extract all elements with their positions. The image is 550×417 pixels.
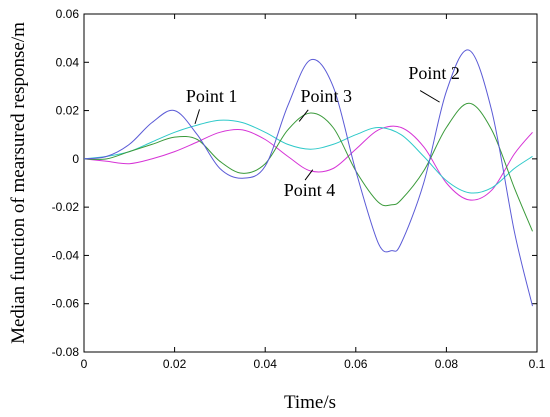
annotation-layer: Point 1 Point 2 Point 3 Point 4 (186, 63, 460, 200)
x-axis: 0 0.02 0.04 0.06 0.08 0.1 (81, 14, 546, 371)
annotation-label: Point 3 (301, 86, 353, 106)
y-tick-label: 0 (72, 152, 79, 166)
series-line-point-1 (83, 49, 533, 307)
y-tick-label: -0.04 (52, 248, 80, 262)
series-layer (83, 49, 533, 307)
annotation-label: Point 4 (284, 180, 336, 200)
annotation-leader-line (194, 109, 200, 124)
x-axis-title: Time/s (284, 392, 336, 413)
y-tick-label: -0.08 (52, 345, 80, 359)
x-tick-label: 0 (81, 357, 88, 371)
series-line-point-2 (83, 102, 533, 232)
y-tick-label: 0.04 (56, 55, 80, 69)
annotation-label: Point 1 (186, 86, 238, 106)
y-tick-label: 0.06 (56, 7, 80, 21)
y-axis-title: Median function of mearsured response/m (8, 22, 29, 344)
y-tick-label: -0.02 (52, 200, 80, 214)
x-tick-label: 0.04 (254, 357, 278, 371)
series-line-point-4 (83, 125, 533, 201)
y-tick-label: 0.02 (56, 104, 80, 118)
y-tick-label: -0.06 (52, 297, 80, 311)
x-tick-label: 0.08 (435, 357, 459, 371)
annotation-leader-line (419, 90, 440, 103)
annotation-leader-line (298, 109, 309, 122)
x-tick-label: 0.02 (163, 357, 187, 371)
plot-area (83, 13, 538, 353)
annotation-leader-line (304, 169, 314, 181)
annotation-label: Point 2 (408, 63, 460, 83)
series-line-point-3 (83, 119, 533, 194)
x-tick-label: 0.06 (344, 357, 368, 371)
y-axis: -0.08 -0.06 -0.04 -0.02 0 0.02 0.04 0.06 (52, 7, 537, 359)
x-tick-label: 0.1 (529, 357, 546, 371)
